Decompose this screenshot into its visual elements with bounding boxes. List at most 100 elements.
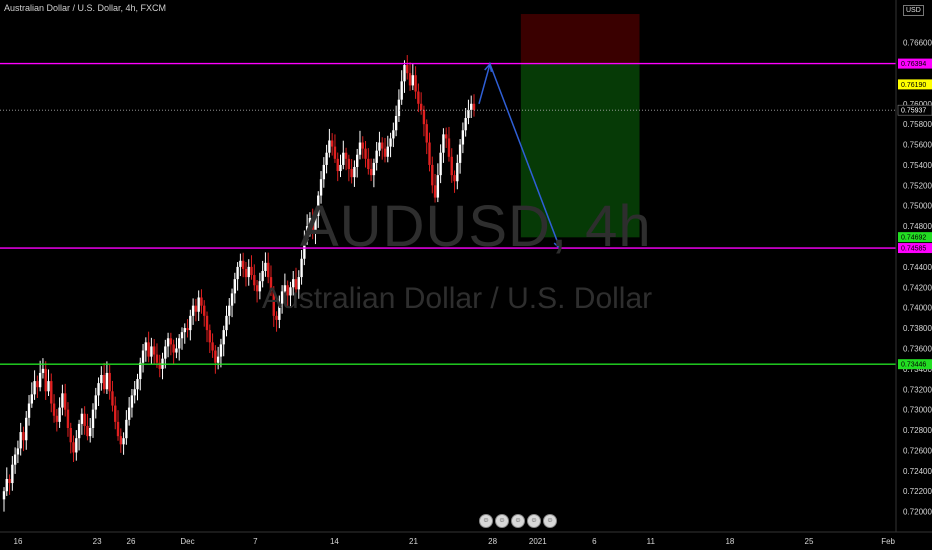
- watermark-name: Australian Dollar / U.S. Dollar: [262, 282, 653, 315]
- candle-body: [472, 103, 476, 110]
- projection-arrow: [478, 61, 562, 251]
- news-icon[interactable]: ☺: [543, 514, 557, 528]
- candle-body: [419, 103, 423, 110]
- candle-body: [406, 65, 409, 74]
- candle-body: [389, 138, 392, 147]
- candle-body: [119, 436, 123, 445]
- candle-body: [386, 146, 389, 157]
- candle-body: [178, 338, 181, 349]
- candle-body: [358, 142, 362, 155]
- candle-body: [311, 217, 314, 233]
- candle-body: [236, 266, 239, 280]
- candle-body: [244, 268, 248, 278]
- candle-body: [283, 285, 287, 292]
- candle-body: [433, 185, 437, 198]
- time-axis[interactable]: 16 23 26 Dec 7 14 21 28 2021 6 11 18 25 Feb: [0, 531, 932, 546]
- candle-body: [116, 421, 120, 437]
- candle-body: [66, 409, 70, 428]
- candle-body: [458, 144, 462, 163]
- candle-body: [200, 297, 203, 306]
- candle-body: [219, 344, 223, 357]
- candle-body: [461, 130, 465, 145]
- candle-body: [97, 383, 100, 396]
- time-tick-label: 18: [725, 537, 734, 546]
- price-tag-label: 0.76394: [901, 61, 926, 68]
- horizontal-levels: [0, 62, 896, 365]
- price-tick-label: 0.72400: [903, 467, 932, 476]
- candle-body: [350, 169, 353, 178]
- price-tag-label: 0.74585: [901, 246, 926, 253]
- candle-body: [250, 266, 253, 276]
- candle-body: [94, 395, 97, 410]
- candle-body: [141, 350, 145, 363]
- price-tick-label: 0.73400: [903, 365, 932, 374]
- candle-body: [431, 164, 434, 186]
- price-tick-label: 0.75000: [903, 202, 932, 211]
- candle-body: [286, 285, 289, 296]
- candle-body: [144, 342, 148, 351]
- news-icon[interactable]: ☺: [527, 514, 541, 528]
- candle-body: [383, 148, 387, 157]
- candle-body: [264, 262, 267, 271]
- news-icon[interactable]: ☺: [511, 514, 525, 528]
- candle-body: [367, 158, 370, 170]
- time-tick-label: 28: [488, 537, 497, 546]
- candle-body: [11, 464, 14, 484]
- candle-body: [147, 342, 150, 357]
- price-tags: 0.76394 0.76190 0.75937 0.74692 0.74585 0.734…: [897, 58, 932, 370]
- candle-body: [453, 175, 456, 182]
- candle-body: [77, 423, 81, 439]
- candle-body: [61, 393, 64, 408]
- price-tick-label: 0.72000: [903, 508, 932, 517]
- price-tag: [898, 359, 932, 370]
- time-tick-label: 16: [14, 537, 23, 546]
- candle-body: [111, 391, 114, 406]
- news-icon[interactable]: ☺: [479, 514, 493, 528]
- currency-label[interactable]: USD: [903, 5, 924, 16]
- time-tick-label: 14: [330, 537, 339, 546]
- price-axis[interactable]: 0.72000 0.72200 0.72400 0.72600 0.72800 0.730…: [895, 0, 932, 532]
- candle-body: [169, 338, 173, 345]
- candle-body: [22, 432, 25, 441]
- price-tick-label: 0.75200: [903, 181, 932, 190]
- candle-body: [127, 407, 131, 420]
- candle-body: [444, 134, 448, 139]
- price-tag-label: 0.74692: [901, 235, 926, 242]
- candle-body: [336, 158, 339, 172]
- candle-body: [69, 428, 72, 443]
- news-icons[interactable]: ☺ ☺ ☺ ☺ ☺: [479, 514, 557, 528]
- time-tick-label: 23: [93, 537, 102, 546]
- price-tick-label: 0.74800: [903, 222, 932, 231]
- candle-body: [63, 393, 67, 410]
- price-tick-label: 0.72600: [903, 446, 932, 455]
- candle-body: [86, 425, 89, 437]
- candle-body: [38, 372, 42, 388]
- candle-body: [403, 65, 406, 82]
- candle-body: [330, 140, 334, 147]
- candle-body: [378, 142, 381, 151]
- news-icon[interactable]: ☺: [495, 514, 509, 528]
- candle-body: [353, 166, 356, 178]
- candle-body: [155, 354, 159, 363]
- candle-body: [408, 73, 412, 86]
- candle-body: [203, 305, 206, 316]
- candle-body: [400, 81, 403, 100]
- candle-body: [189, 315, 192, 331]
- candle-body: [344, 152, 348, 159]
- candle-body: [16, 448, 20, 455]
- candles: [2, 55, 476, 512]
- candle-body: [75, 438, 78, 453]
- candle-body: [417, 91, 420, 104]
- candle-body: [333, 146, 337, 159]
- candle-body: [428, 142, 431, 165]
- candle-body: [13, 454, 17, 465]
- candle-body: [233, 279, 237, 294]
- candle-body: [275, 315, 278, 320]
- candle-body: [136, 379, 139, 390]
- price-tick-label: 0.76600: [903, 39, 932, 48]
- price-tick-label: 0.74200: [903, 283, 932, 292]
- candle-body: [255, 285, 259, 292]
- price-tag-label: 0.75937: [901, 108, 926, 115]
- time-tick-label: 21: [409, 537, 418, 546]
